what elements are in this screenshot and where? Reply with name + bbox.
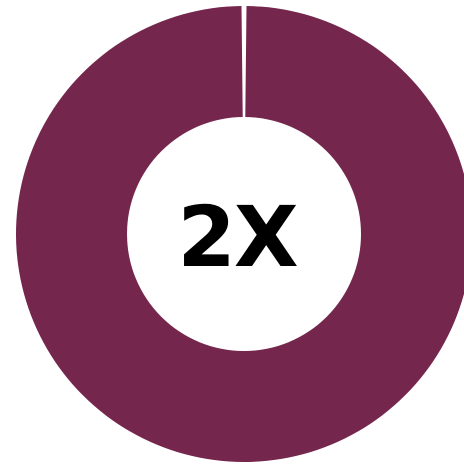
donut-hole [127,117,361,351]
